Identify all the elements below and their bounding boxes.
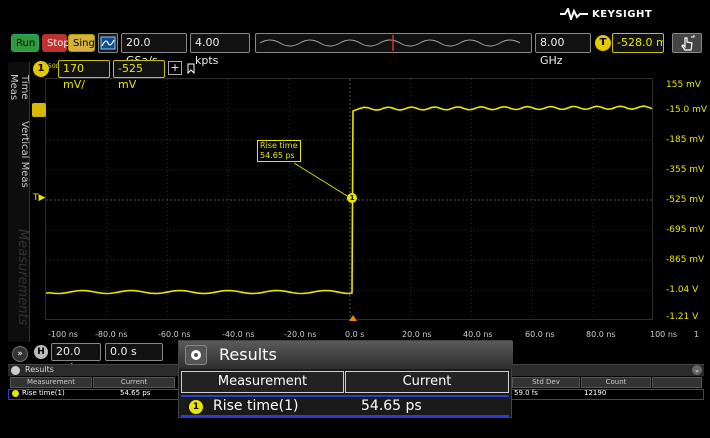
popup-row-name: Rise time(1) xyxy=(213,398,299,414)
timebase-overview[interactable] xyxy=(255,33,532,53)
collapse-chevron-icon[interactable]: ⌄ xyxy=(692,365,702,375)
y-axis-label: -695 mV xyxy=(666,225,705,235)
horizontal-badge[interactable]: H xyxy=(34,345,48,359)
keysight-wave-icon xyxy=(560,8,588,20)
touch-mode-button[interactable] xyxy=(672,33,702,53)
graticule-grid xyxy=(45,79,654,321)
measurement-marker[interactable]: 1 xyxy=(347,193,357,203)
horizontal-scale-field[interactable]: 20.0 ns/ xyxy=(51,343,101,374)
run-button[interactable]: Run xyxy=(11,34,39,52)
x-axis-label: -20.0 ns xyxy=(284,330,317,339)
trigger-level-field[interactable]: -528.0 m xyxy=(612,33,664,53)
x-axis-label: -40.0 ns xyxy=(222,330,255,339)
channel-scale-field[interactable]: 170 mV/ xyxy=(58,60,110,91)
autoscale-button[interactable] xyxy=(98,33,118,53)
brand-name: KEYSIGHT xyxy=(592,8,653,20)
autoscale-icon xyxy=(100,36,116,50)
channel-menu-button[interactable] xyxy=(185,61,197,75)
tab-time-meas[interactable]: Time Meas xyxy=(8,73,30,101)
bandwidth-field[interactable]: 8.00 GHz xyxy=(535,33,591,67)
results-gear-icon xyxy=(11,366,20,375)
keysight-logo: KEYSIGHT xyxy=(560,8,652,20)
overview-waveform-icon xyxy=(259,35,521,51)
channel-1-badge[interactable]: 1 xyxy=(33,61,49,77)
results-row-count: 12190 xyxy=(584,389,607,397)
y-axis-label: -15.0 mV xyxy=(666,105,708,115)
popup-col-measurement[interactable]: Measurement xyxy=(181,371,344,393)
results-col-measurement[interactable]: Measurement xyxy=(10,377,92,388)
trigger-badge[interactable]: T xyxy=(595,35,611,51)
popup-title: Results xyxy=(219,345,277,364)
x-axis-label: 80.0 ns xyxy=(586,330,616,339)
x-axis-label: 20.0 ns xyxy=(402,330,432,339)
results-panel-title: Results xyxy=(25,365,54,374)
y-axis-label: -355 mV xyxy=(666,165,705,175)
stop-button[interactable]: Stop xyxy=(42,34,70,52)
horizontal-position-field[interactable]: 0.0 s xyxy=(105,343,163,361)
tab-measurements[interactable]: Measurements xyxy=(15,228,30,326)
popup-title-bar: Results xyxy=(179,341,513,369)
trigger-level-marker[interactable]: T▶ xyxy=(33,193,46,203)
popup-row-badge: 1 xyxy=(189,400,203,414)
bookmark-icon xyxy=(187,63,195,75)
x-axis-label: -100 ns xyxy=(48,330,78,339)
y-axis-label: 155 mV xyxy=(666,80,701,90)
x-axis-label: -60.0 ns xyxy=(158,330,191,339)
results-row-name: Rise time(1) xyxy=(22,389,65,397)
channel-1-ground-marker[interactable] xyxy=(32,103,46,117)
y-axis-label: -865 mV xyxy=(666,255,705,265)
trigger-position-marker[interactable] xyxy=(349,315,357,321)
y-axis-label: -185 mV xyxy=(666,135,705,145)
popup-row[interactable]: 1 Rise time(1) 54.65 ps xyxy=(181,395,509,417)
popup-row-current: 54.65 ps xyxy=(361,398,422,414)
memory-depth-field[interactable]: 4.00 kpts xyxy=(190,33,250,67)
channel-impedance: 50Ω xyxy=(48,63,61,70)
popup-gear-icon xyxy=(185,345,207,365)
x-extra-label: 1 xyxy=(694,330,700,339)
x-axis-label: 100 ns xyxy=(650,330,678,339)
results-col-empty xyxy=(652,377,702,388)
single-button[interactable]: Single xyxy=(68,34,104,52)
x-axis-label: -80.0 ns xyxy=(95,330,128,339)
x-axis-label: 40.0 ns xyxy=(463,330,493,339)
waveform-trace xyxy=(45,105,653,295)
results-row-channel-icon xyxy=(12,390,19,397)
results-col-count[interactable]: Count xyxy=(581,377,651,388)
x-axis-label: 60.0 ns xyxy=(525,330,555,339)
channel-offset-field[interactable]: -525 mV xyxy=(113,60,165,91)
y-axis-label: -1.04 V xyxy=(666,285,699,295)
collapse-results-button[interactable]: » xyxy=(12,346,28,362)
annotation-label: Rise time xyxy=(260,141,298,150)
results-zoom-popup: Results Measurement Current 1 Rise time(… xyxy=(178,340,513,418)
popup-col-current[interactable]: Current xyxy=(345,371,509,393)
annotation-leader-line xyxy=(293,162,353,200)
sample-rate-field[interactable]: 20.0 GSa/s xyxy=(121,33,187,67)
y-axis-label: -1.21 V xyxy=(666,312,699,322)
results-col-std-dev[interactable]: Std Dev xyxy=(512,377,580,388)
rise-time-annotation: Rise time 54.65 ps xyxy=(257,140,301,162)
results-row-current: 54.65 ps xyxy=(120,389,151,397)
pointer-hand-icon xyxy=(681,35,695,51)
y-axis-label: -525 mV xyxy=(666,195,705,205)
add-channel-button[interactable]: + xyxy=(168,61,182,75)
side-tab-strip: Time Meas Vertical Meas Measurements xyxy=(8,62,30,342)
results-row-std-dev: 59.0 fs xyxy=(514,389,538,397)
results-col-current[interactable]: Current xyxy=(93,377,175,388)
x-axis-label: 0.0 s xyxy=(345,330,365,339)
tab-vertical-meas[interactable]: Vertical Meas xyxy=(19,120,30,188)
annotation-value: 54.65 ps xyxy=(260,151,295,160)
